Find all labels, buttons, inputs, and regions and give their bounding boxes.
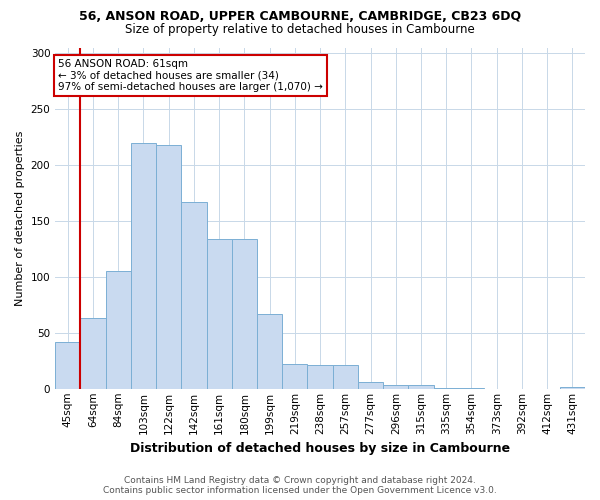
Bar <box>459 388 484 389</box>
Bar <box>358 382 383 389</box>
Bar <box>409 386 434 389</box>
Bar <box>257 314 282 389</box>
Bar <box>80 318 106 389</box>
Bar <box>383 386 409 389</box>
Text: Size of property relative to detached houses in Cambourne: Size of property relative to detached ho… <box>125 22 475 36</box>
Bar <box>307 366 332 389</box>
Bar <box>332 366 358 389</box>
Bar <box>232 239 257 389</box>
Bar <box>106 272 131 389</box>
Text: 56 ANSON ROAD: 61sqm
← 3% of detached houses are smaller (34)
97% of semi-detach: 56 ANSON ROAD: 61sqm ← 3% of detached ho… <box>58 58 323 92</box>
Y-axis label: Number of detached properties: Number of detached properties <box>15 130 25 306</box>
Bar <box>181 202 206 389</box>
Bar <box>131 142 156 389</box>
Bar <box>560 386 585 389</box>
Text: 56, ANSON ROAD, UPPER CAMBOURNE, CAMBRIDGE, CB23 6DQ: 56, ANSON ROAD, UPPER CAMBOURNE, CAMBRID… <box>79 10 521 23</box>
X-axis label: Distribution of detached houses by size in Cambourne: Distribution of detached houses by size … <box>130 442 510 455</box>
Bar <box>55 342 80 389</box>
Text: Contains HM Land Registry data © Crown copyright and database right 2024.
Contai: Contains HM Land Registry data © Crown c… <box>103 476 497 495</box>
Bar <box>156 145 181 389</box>
Bar <box>206 239 232 389</box>
Bar <box>282 364 307 389</box>
Bar <box>434 388 459 389</box>
